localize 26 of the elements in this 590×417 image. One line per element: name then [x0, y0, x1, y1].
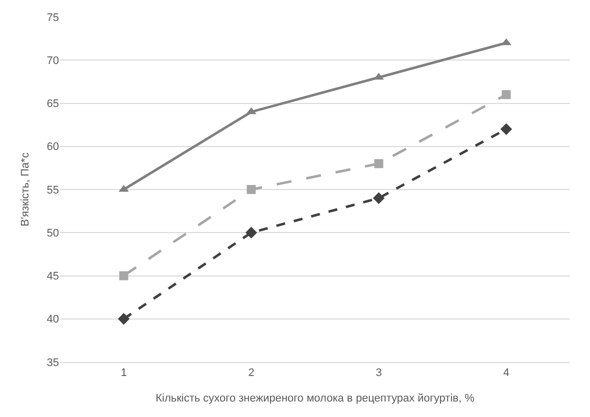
x-tick-label: 3 — [376, 367, 382, 380]
y-tick-label: 75 — [46, 12, 59, 24]
point — [118, 313, 130, 325]
x-axis-title: Кількість сухого знежиреного молока в рецептурах йогуртів, % — [156, 392, 475, 404]
point — [374, 159, 384, 168]
y-tick-label: 40 — [46, 314, 59, 326]
y-tick-label: 65 — [46, 98, 59, 110]
point — [501, 38, 512, 46]
point — [374, 72, 384, 80]
point — [246, 185, 256, 194]
point — [119, 271, 128, 280]
x-tick-label: 2 — [248, 367, 254, 380]
point — [246, 107, 256, 114]
y-tick-label: 70 — [46, 54, 59, 67]
y-tick-label: 45 — [46, 270, 59, 283]
y-tick-label: 35 — [46, 356, 59, 369]
x-tick-label: 1 — [120, 367, 127, 380]
point — [500, 123, 512, 135]
y-tick-label: 50 — [46, 227, 59, 240]
point — [502, 90, 511, 100]
y-axis-title: В'язкість, Па*с — [19, 152, 32, 226]
point — [245, 226, 258, 238]
y-tick-label: 60 — [46, 141, 59, 154]
y-tick-label: 55 — [46, 184, 59, 196]
x-tick-label: 4 — [503, 367, 510, 380]
point — [372, 192, 385, 204]
